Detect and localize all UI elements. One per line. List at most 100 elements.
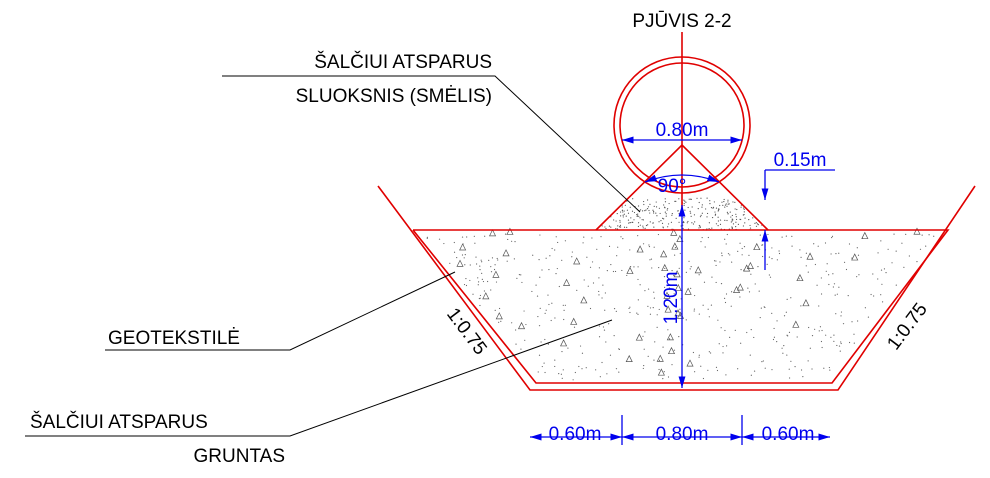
hatch-dot (483, 290, 486, 292)
sand-dot (711, 216, 714, 219)
sand-dot (717, 220, 719, 222)
sand-dot (637, 225, 640, 228)
hatch-dot (671, 364, 673, 366)
hatch-dot (832, 286, 834, 288)
hatch-dot (725, 374, 727, 376)
hatch-dot (737, 250, 739, 252)
hatch-dot (668, 287, 670, 289)
hatch-dot (786, 354, 788, 356)
hatch-dot (465, 284, 468, 287)
sand-dot (615, 228, 617, 230)
hatch-dot (805, 265, 807, 267)
sand-dot (691, 206, 693, 208)
label: ŠALČIUI ATSPARUS (30, 411, 208, 433)
hatch-dot (480, 259, 482, 261)
sand-dot (754, 222, 756, 224)
hatch-dot (649, 259, 651, 261)
sand-dot (725, 203, 727, 205)
hatch-dot (722, 345, 724, 348)
hatch-dot (465, 277, 467, 280)
sand-dot (687, 206, 689, 209)
hatch-dot (715, 264, 717, 267)
sand-dot (696, 197, 698, 199)
hatch-dot (657, 233, 660, 236)
hatch-dot (933, 235, 935, 237)
sand-dot (690, 215, 692, 217)
hatch-dot (644, 331, 646, 333)
hatch-dot (700, 241, 702, 243)
hatch-dot (426, 237, 428, 239)
hatch-dot (540, 341, 542, 343)
sand-dot (723, 198, 725, 201)
hatch-dot (558, 285, 560, 288)
sand-dot (619, 224, 622, 227)
hatch-dot (544, 338, 546, 341)
hatch-dot (612, 270, 615, 273)
sand-dot (642, 225, 644, 227)
sand-dot (684, 209, 686, 211)
trench-outer (377, 185, 976, 391)
hatch-dot (671, 269, 673, 272)
hatch-dot (698, 274, 700, 276)
label: GRUNTAS (194, 446, 285, 467)
hatch-dot (563, 278, 571, 286)
hatch-dot (516, 277, 518, 279)
hatch-dot (757, 266, 759, 268)
hatch-dot (694, 294, 696, 297)
sand-dot (743, 211, 745, 213)
hatch-dot (715, 366, 718, 368)
sand-dot (659, 212, 661, 215)
hatch-dot (800, 305, 802, 307)
hatch-dot (750, 329, 752, 331)
hatch-dot (761, 244, 764, 246)
hatch-dot (626, 266, 634, 274)
sand-dot (622, 211, 624, 213)
hatch-dot (601, 297, 603, 299)
hatch-dot (718, 343, 720, 345)
sand-dot (689, 212, 692, 214)
hatch-dot (555, 273, 557, 275)
sand-dot (714, 211, 716, 213)
hatch-dot (653, 291, 655, 293)
hatch-dot (818, 330, 820, 332)
dim-label: 0.60m (549, 424, 602, 445)
sand-dot (706, 216, 708, 218)
sand-dot (631, 210, 634, 212)
sand-dot (678, 221, 680, 223)
hatch-dot (747, 287, 749, 289)
sand-dot (608, 225, 611, 227)
hatch-dot (790, 297, 792, 299)
hatch-dot (791, 245, 793, 247)
hatch-dot (759, 234, 761, 236)
hatch-dot (778, 250, 780, 252)
sand-dot (693, 214, 696, 216)
hatch-dot (667, 329, 669, 331)
hatch-dot (769, 276, 772, 278)
hatch-dot (771, 258, 773, 260)
hatch-dot (791, 235, 793, 237)
hatch-dot (796, 336, 798, 338)
hatch-dot (498, 307, 501, 310)
sand-dot (694, 221, 696, 223)
hatch-dot (783, 345, 785, 347)
hatch-dot (674, 246, 677, 249)
sand-dot (662, 217, 664, 219)
hatch-dot (647, 305, 649, 307)
sand-dot (689, 198, 692, 200)
sand-dot (677, 210, 679, 212)
hatch-dot (653, 246, 655, 248)
hatch-dot (783, 315, 786, 317)
hatch-dot (550, 319, 552, 322)
hatch-dot (545, 257, 547, 259)
sand-dot (710, 207, 713, 209)
hatch-dot (545, 309, 547, 311)
title: PJŪVIS 2-2 (632, 11, 731, 32)
hatch-dot (481, 261, 483, 263)
sand-dot (709, 200, 711, 202)
label: SLUOKSNIS (SMĖLIS) (296, 86, 492, 107)
hatch-dot (639, 284, 641, 286)
hatch-dot (838, 286, 840, 288)
hatch-dot (658, 308, 660, 311)
sand-dot (705, 208, 707, 210)
hatch-dot (670, 278, 672, 280)
